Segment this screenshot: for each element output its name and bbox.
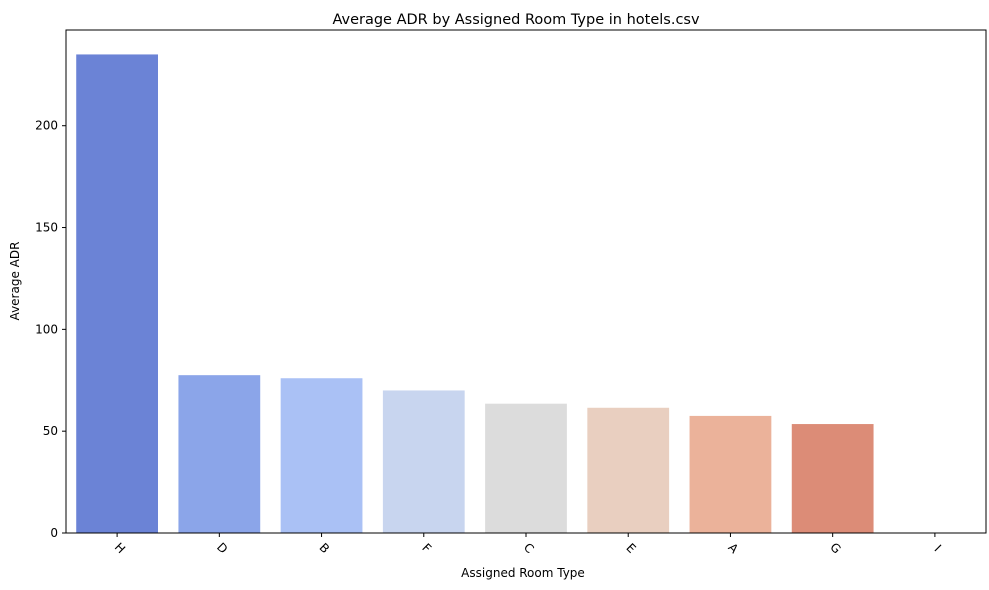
x-tick-label-i: I [932, 542, 944, 554]
bar-c [485, 403, 567, 533]
x-axis-label: Assigned Room Type [461, 566, 585, 580]
y-axis-ticks: 0 50 100 150 200 [35, 119, 66, 540]
y-axis-label: Average ADR [8, 242, 22, 321]
x-tick-label-h: H [112, 540, 128, 556]
y-tick-label-200: 200 [35, 119, 58, 133]
x-tick-label-e: E [623, 541, 638, 556]
y-tick-label-0: 0 [50, 526, 58, 540]
bar-f [382, 390, 465, 533]
x-tick-label-a: A [725, 540, 741, 556]
y-tick-label-100: 100 [35, 322, 58, 336]
bar-h [76, 54, 158, 533]
y-tick-label-50: 50 [43, 424, 58, 438]
bars-group [76, 54, 874, 533]
chart-title: Average ADR by Assigned Room Type in hot… [332, 12, 700, 28]
plot-area-frame [65, 29, 987, 534]
x-tick-label-g: G [827, 540, 843, 556]
bar-a [689, 415, 772, 533]
y-tick-label-150: 150 [35, 221, 58, 235]
x-tick-label-c: C [521, 540, 537, 556]
bar-g [791, 424, 874, 533]
x-tick-label-f: F [419, 541, 434, 556]
x-tick-label-d: D [214, 540, 230, 556]
bar-b [280, 378, 363, 533]
bar-e [587, 407, 670, 533]
bar-d [178, 375, 261, 533]
x-tick-label-b: B [317, 540, 333, 556]
